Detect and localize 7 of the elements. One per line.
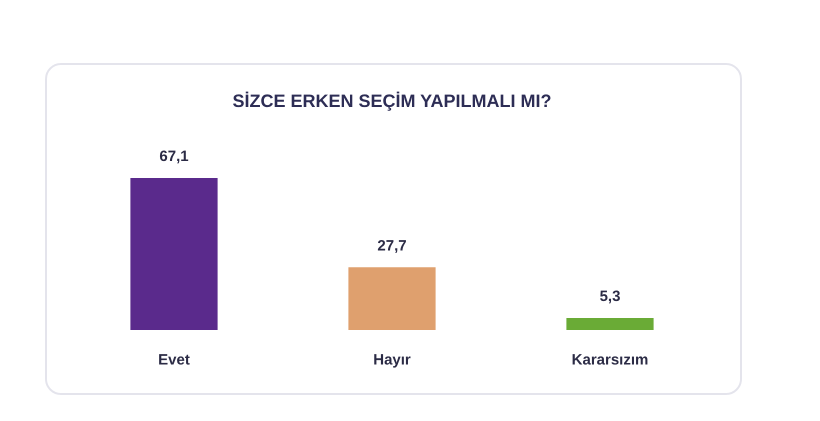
data-label: 5,3 xyxy=(600,288,620,305)
chart-title: SİZCE ERKEN SEÇİM YAPILMALI MI? xyxy=(232,91,552,111)
x-tick-label: Kararsızım xyxy=(572,352,648,368)
data-label: 27,7 xyxy=(377,237,407,254)
x-tick-label: Hayır xyxy=(373,352,411,368)
data-label: 67,1 xyxy=(159,148,189,165)
x-tick-label: Evet xyxy=(158,352,190,368)
